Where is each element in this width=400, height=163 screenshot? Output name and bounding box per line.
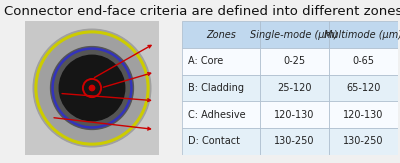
Text: B: Cladding: B: Cladding	[188, 83, 244, 93]
Bar	[182, 48, 260, 75]
Circle shape	[50, 47, 134, 129]
Text: 130-250: 130-250	[274, 136, 314, 147]
Text: 120-130: 120-130	[343, 110, 384, 120]
Text: A: Core: A: Core	[188, 56, 224, 66]
Bar	[182, 21, 260, 48]
Bar	[260, 48, 329, 75]
Bar	[329, 101, 398, 128]
Text: D: Contact: D: Contact	[188, 136, 240, 147]
Bar	[329, 21, 398, 48]
Text: 0-65: 0-65	[352, 56, 374, 66]
Text: Multimode (μm): Multimode (μm)	[324, 30, 400, 40]
Bar	[260, 21, 329, 48]
Circle shape	[59, 55, 125, 121]
Text: 120-130: 120-130	[274, 110, 314, 120]
Bar	[260, 75, 329, 101]
Circle shape	[89, 85, 95, 91]
Text: Zones: Zones	[206, 30, 236, 40]
Text: Connector end-face criteria are defined into different zones: Connector end-face criteria are defined …	[4, 5, 400, 18]
Bar	[260, 128, 329, 155]
Text: Single-mode (μm): Single-mode (μm)	[250, 30, 338, 40]
Bar	[182, 101, 260, 128]
Bar	[329, 128, 398, 155]
Text: 0-25: 0-25	[283, 56, 305, 66]
Bar	[182, 75, 260, 101]
Text: C: Adhesive: C: Adhesive	[188, 110, 246, 120]
Bar	[260, 101, 329, 128]
Text: 25-120: 25-120	[277, 83, 312, 93]
Bar	[182, 128, 260, 155]
Text: 130-250: 130-250	[343, 136, 384, 147]
Text: 65-120: 65-120	[346, 83, 381, 93]
Circle shape	[33, 29, 151, 147]
Bar	[329, 75, 398, 101]
Bar	[329, 48, 398, 75]
